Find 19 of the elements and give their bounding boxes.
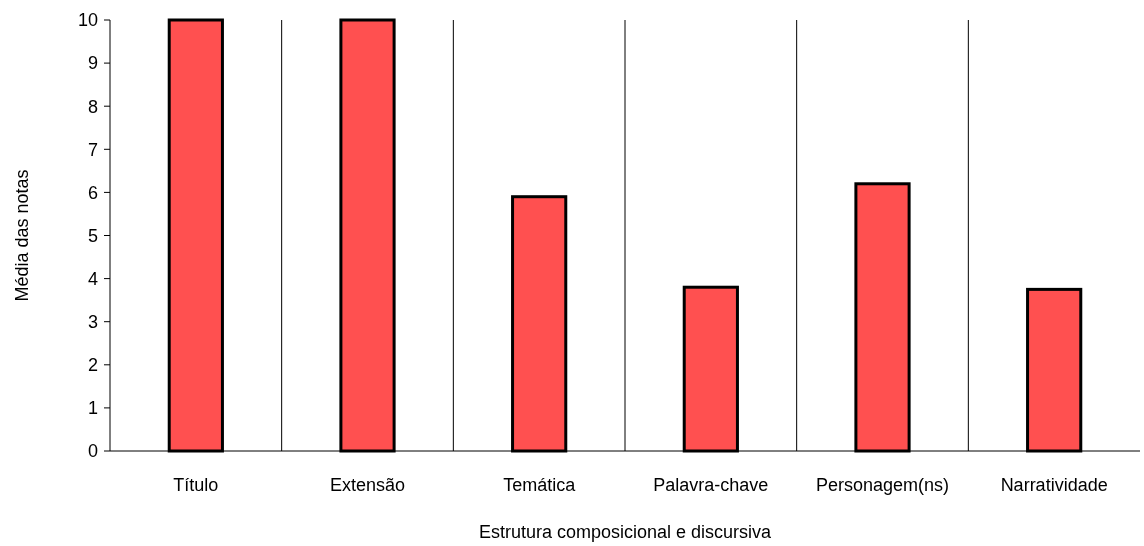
y-tick-label: 3 [87, 312, 98, 332]
x-tick-label: Título [173, 475, 219, 495]
y-tick-label: 1 [87, 398, 98, 419]
x-tick-label: Temática [503, 475, 577, 495]
y-tick-label: 7 [87, 139, 98, 160]
y-tick-label: 0 [87, 441, 98, 462]
y-tick-label: 2 [87, 355, 98, 376]
x-tick-label: Extensão [329, 475, 406, 495]
x-axis-title: Estrutura composicional e discursiva [478, 522, 773, 542]
y-tick-label: 9 [87, 53, 98, 74]
y-tick-label: 6 [87, 182, 98, 203]
x-tick-label: Personagem(ns) [815, 475, 950, 495]
x-tick-label: Palavra-chave [653, 475, 769, 495]
y-tick-label: 8 [87, 96, 98, 117]
y-tick-label: 10 [77, 10, 98, 31]
y-tick-label: 4 [87, 268, 98, 289]
y-axis-title: Média das notas [12, 169, 32, 302]
y-tick-label: 5 [87, 225, 98, 246]
x-tick-label: Narratividade [1000, 475, 1108, 495]
